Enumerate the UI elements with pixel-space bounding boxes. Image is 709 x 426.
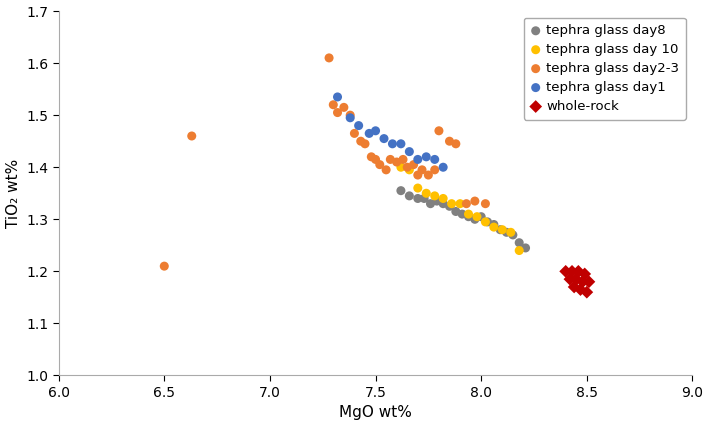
tephra glass day8 xyxy=(482,219,493,225)
tephra glass day1 xyxy=(387,141,398,147)
tephra glass day 10 xyxy=(463,211,474,218)
tephra glass day2-3 xyxy=(338,104,350,111)
tephra glass day2-3 xyxy=(391,158,402,165)
whole-rock xyxy=(560,268,571,275)
tephra glass day2-3 xyxy=(186,132,197,139)
tephra glass day 10 xyxy=(471,213,483,220)
whole-rock xyxy=(566,268,578,275)
tephra glass day2-3 xyxy=(374,161,386,168)
tephra glass day 10 xyxy=(403,167,415,173)
tephra glass day8 xyxy=(476,213,487,220)
Legend: tephra glass day8, tephra glass day 10, tephra glass day2-3, tephra glass day1, : tephra glass day8, tephra glass day 10, … xyxy=(524,17,686,120)
tephra glass day2-3 xyxy=(397,156,408,163)
tephra glass day1 xyxy=(403,148,415,155)
tephra glass day8 xyxy=(444,203,455,210)
whole-rock xyxy=(581,289,593,296)
tephra glass day1 xyxy=(370,127,381,134)
whole-rock xyxy=(584,278,595,285)
tephra glass day 10 xyxy=(420,190,432,197)
tephra glass day 10 xyxy=(446,200,457,207)
tephra glass day2-3 xyxy=(328,101,339,108)
tephra glass day1 xyxy=(332,94,343,101)
tephra glass day8 xyxy=(412,195,423,202)
tephra glass day2-3 xyxy=(159,263,170,270)
tephra glass day8 xyxy=(494,226,506,233)
tephra glass day1 xyxy=(345,114,356,121)
tephra glass day 10 xyxy=(454,200,466,207)
tephra glass day8 xyxy=(507,231,518,238)
tephra glass day2-3 xyxy=(416,167,428,173)
tephra glass day2-3 xyxy=(461,200,472,207)
tephra glass day8 xyxy=(403,193,415,199)
tephra glass day 10 xyxy=(496,226,508,233)
tephra glass day8 xyxy=(431,198,442,204)
tephra glass day1 xyxy=(412,156,423,163)
tephra glass day1 xyxy=(437,164,449,171)
tephra glass day 10 xyxy=(412,184,423,191)
tephra glass day2-3 xyxy=(355,138,367,144)
tephra glass day1 xyxy=(353,122,364,129)
tephra glass day8 xyxy=(489,221,500,228)
whole-rock xyxy=(571,276,582,282)
tephra glass day1 xyxy=(420,153,432,160)
whole-rock xyxy=(577,278,588,285)
tephra glass day2-3 xyxy=(408,161,419,168)
tephra glass day8 xyxy=(463,213,474,220)
tephra glass day 10 xyxy=(513,247,525,254)
tephra glass day2-3 xyxy=(412,172,423,178)
tephra glass day8 xyxy=(457,211,468,218)
tephra glass day1 xyxy=(395,141,406,147)
tephra glass day2-3 xyxy=(429,167,440,173)
tephra glass day2-3 xyxy=(450,141,462,147)
tephra glass day 10 xyxy=(505,229,516,236)
whole-rock xyxy=(564,276,576,282)
tephra glass day8 xyxy=(425,200,436,207)
tephra glass day2-3 xyxy=(480,200,491,207)
tephra glass day8 xyxy=(437,200,449,207)
tephra glass day2-3 xyxy=(332,109,343,116)
tephra glass day2-3 xyxy=(433,127,445,134)
tephra glass day1 xyxy=(429,156,440,163)
tephra glass day 10 xyxy=(395,164,406,171)
tephra glass day2-3 xyxy=(370,156,381,163)
tephra glass day 10 xyxy=(480,219,491,225)
tephra glass day 10 xyxy=(429,193,440,199)
X-axis label: MgO wt%: MgO wt% xyxy=(339,406,412,420)
Y-axis label: TiO₂ wt%: TiO₂ wt% xyxy=(6,158,21,228)
tephra glass day8 xyxy=(469,216,481,223)
tephra glass day1 xyxy=(379,135,390,142)
tephra glass day2-3 xyxy=(366,153,377,160)
whole-rock xyxy=(579,271,591,277)
tephra glass day2-3 xyxy=(385,156,396,163)
tephra glass day2-3 xyxy=(349,130,360,137)
tephra glass day2-3 xyxy=(345,112,356,118)
tephra glass day2-3 xyxy=(359,141,371,147)
tephra glass day8 xyxy=(418,195,430,202)
tephra glass day1 xyxy=(364,130,375,137)
tephra glass day 10 xyxy=(489,224,500,230)
tephra glass day2-3 xyxy=(381,167,392,173)
tephra glass day8 xyxy=(395,187,406,194)
tephra glass day8 xyxy=(513,239,525,246)
tephra glass day2-3 xyxy=(401,164,413,171)
whole-rock xyxy=(573,268,584,275)
tephra glass day2-3 xyxy=(444,138,455,144)
tephra glass day2-3 xyxy=(423,172,434,178)
whole-rock xyxy=(575,286,586,293)
whole-rock xyxy=(569,284,580,291)
tephra glass day2-3 xyxy=(469,198,481,204)
tephra glass day8 xyxy=(520,245,531,251)
tephra glass day8 xyxy=(450,208,462,215)
tephra glass day8 xyxy=(501,229,512,236)
tephra glass day 10 xyxy=(437,195,449,202)
tephra glass day2-3 xyxy=(323,55,335,61)
